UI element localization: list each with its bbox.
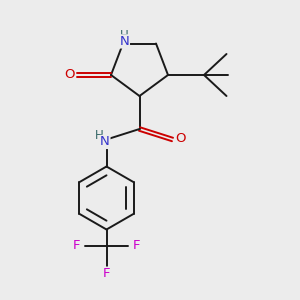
Text: H: H: [120, 28, 129, 42]
Text: H: H: [94, 129, 103, 142]
Text: N: N: [120, 35, 129, 48]
Text: F: F: [73, 238, 80, 252]
Text: N: N: [100, 135, 110, 148]
Text: O: O: [176, 132, 186, 145]
Text: O: O: [65, 68, 75, 82]
Text: F: F: [133, 238, 140, 252]
Text: F: F: [103, 267, 110, 280]
